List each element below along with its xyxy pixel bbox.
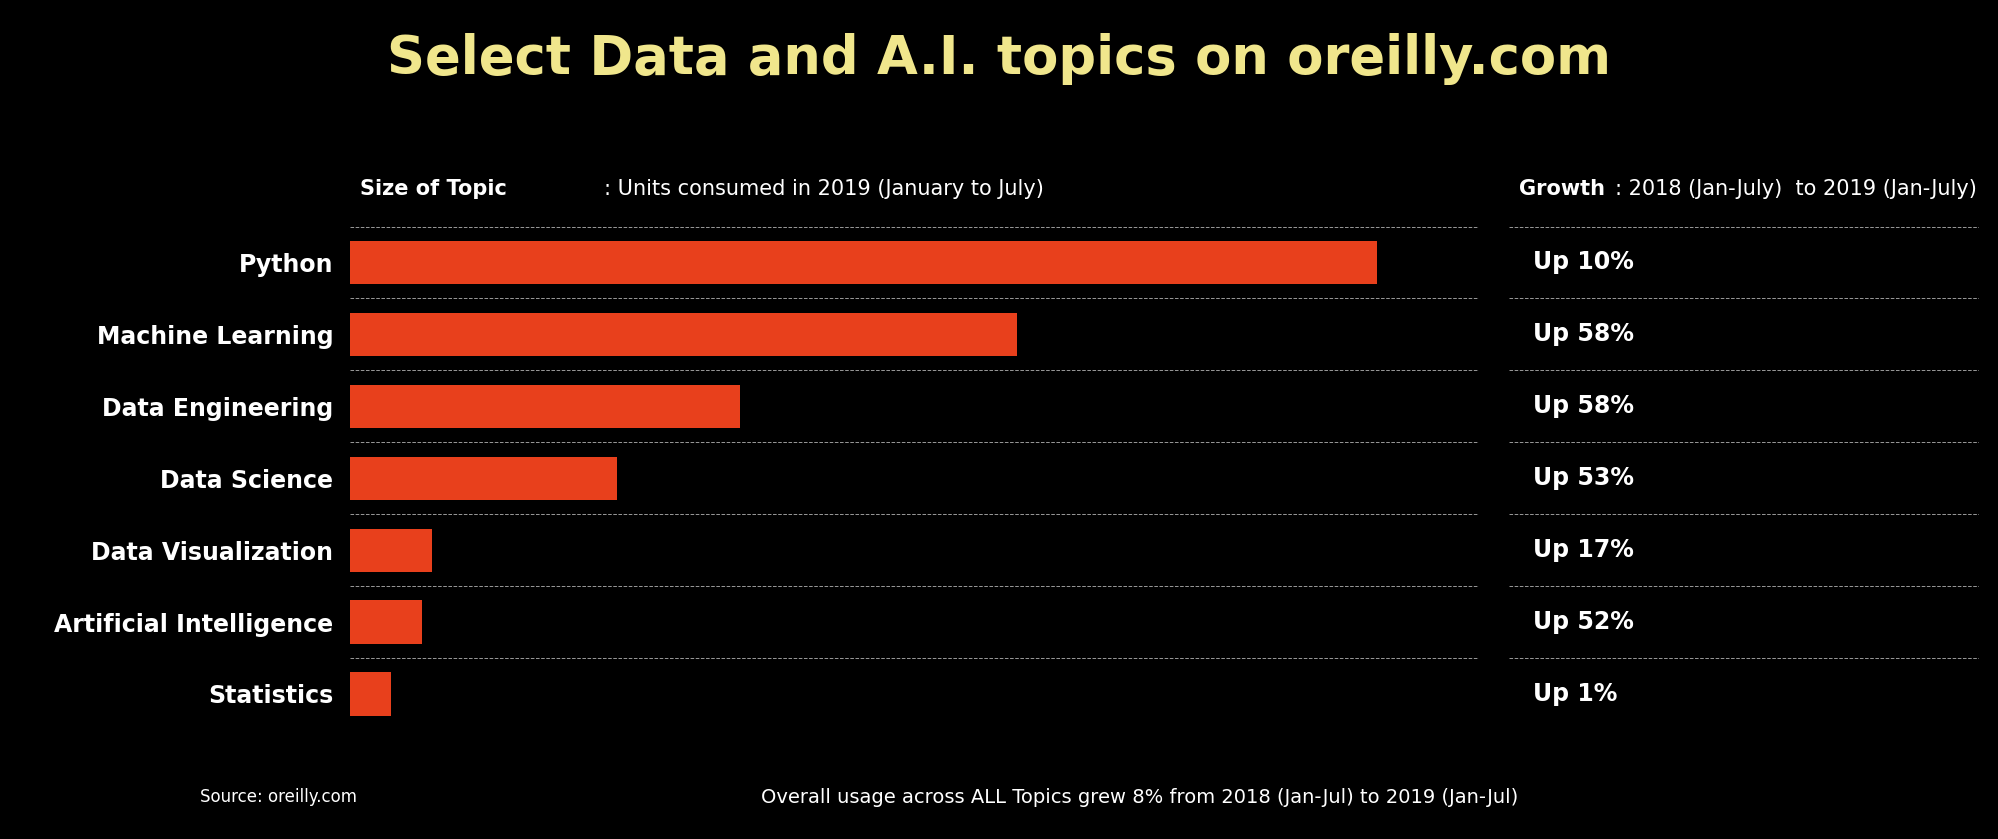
Text: Up 52%: Up 52% bbox=[1532, 610, 1632, 634]
Text: Overall usage across ALL Topics grew 8% from 2018 (Jan-Jul) to 2019 (Jan-Jul): Overall usage across ALL Topics grew 8% … bbox=[761, 788, 1516, 806]
Text: Select Data and A.I. topics on oreilly.com: Select Data and A.I. topics on oreilly.c… bbox=[388, 33, 1610, 85]
Text: Up 58%: Up 58% bbox=[1532, 322, 1632, 347]
Bar bbox=[350, 385, 739, 428]
Text: Up 10%: Up 10% bbox=[1532, 251, 1632, 274]
Text: : Units consumed in 2019 (January to July): : Units consumed in 2019 (January to Jul… bbox=[603, 179, 1043, 199]
Text: Up 1%: Up 1% bbox=[1532, 682, 1616, 706]
Bar bbox=[350, 456, 617, 500]
Text: Up 17%: Up 17% bbox=[1532, 538, 1632, 562]
Bar bbox=[350, 601, 422, 644]
Bar bbox=[350, 313, 1017, 356]
Text: Growth: Growth bbox=[1518, 179, 1604, 199]
Text: Up 53%: Up 53% bbox=[1532, 466, 1632, 490]
Text: : 2018 (Jan-July)  to 2019 (Jan-July): : 2018 (Jan-July) to 2019 (Jan-July) bbox=[1614, 179, 1976, 199]
Bar bbox=[350, 529, 432, 571]
Bar bbox=[350, 241, 1377, 284]
Text: Source: oreilly.com: Source: oreilly.com bbox=[200, 788, 358, 806]
Text: Up 58%: Up 58% bbox=[1532, 394, 1632, 419]
Text: Size of Topic: Size of Topic bbox=[360, 179, 505, 199]
Bar bbox=[350, 672, 392, 716]
